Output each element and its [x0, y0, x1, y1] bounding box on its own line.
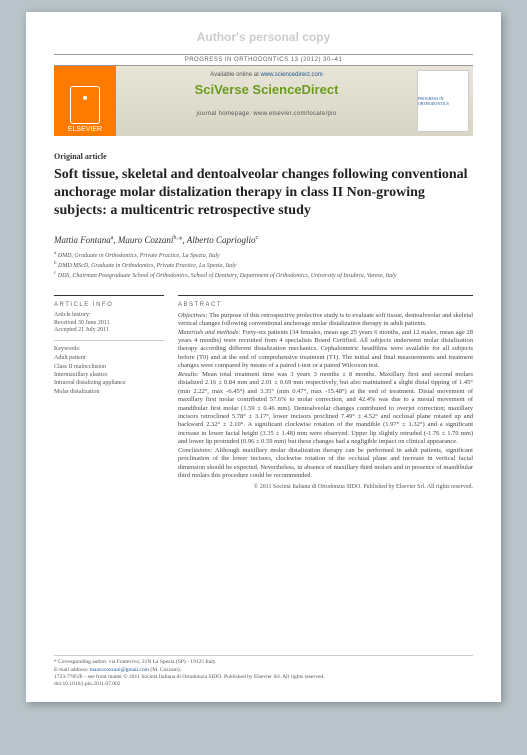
article-info-column: ARTICLE INFO Article history: Received 3…: [54, 295, 164, 493]
watermark: Author's personal copy: [26, 30, 501, 44]
content-columns: ARTICLE INFO Article history: Received 3…: [54, 295, 473, 493]
keywords-list: Adult patient Class II malocclusion Inte…: [54, 354, 164, 396]
doi-line: doi:10.1016/j.pio.2011.07.002: [54, 681, 473, 688]
elsevier-logo: ELSEVIER: [54, 66, 116, 136]
page-footer: * Corresponding author. via Fontevivo, 2…: [54, 655, 473, 688]
journal-cover-thumbnail: PROGRESS IN ORTHODONTICS: [417, 70, 469, 132]
article-title: Soft tissue, skeletal and dentoalveolar …: [54, 166, 473, 221]
homepage-line: journal homepage: www.elsevier.com/locat…: [116, 111, 417, 117]
abstract-text: Objectives: The purpose of this retrospe…: [178, 312, 473, 493]
page: Author's personal copy PROGRESS IN ORTHO…: [26, 12, 501, 702]
author-1: Mattia Fontana: [54, 235, 111, 245]
keyword: Class II malocclusion: [54, 363, 164, 371]
history-block: Article history: Received 30 June 2011 A…: [54, 312, 164, 341]
article-info-heading: ARTICLE INFO: [54, 302, 164, 308]
homepage-link[interactable]: www.elsevier.com/locate/pio: [253, 111, 336, 117]
sciverse-logo: SciVerse ScienceDirect: [116, 82, 417, 97]
tree-icon: [70, 86, 100, 124]
email-link[interactable]: maurocozzani@gmail.com: [90, 667, 149, 673]
keywords-label: Keywords:: [54, 346, 164, 352]
author-2: Mauro Cozzani: [118, 235, 173, 245]
corresponding-label: * Corresponding author.: [54, 659, 107, 665]
sciencedirect-link[interactable]: www.sciencedirect.com: [260, 72, 322, 78]
affiliations: a DMD, Graduate in Orthodontics, Private…: [54, 250, 473, 281]
article-type: Original article: [54, 152, 473, 161]
keyword: Adult patient: [54, 354, 164, 362]
available-line: Available online at www.sciencedirect.co…: [116, 72, 417, 78]
author-3: Alberto Caprioglio: [187, 235, 256, 245]
authors-line: Mattia Fontanaa, Mauro Cozzanib,*, Alber…: [54, 235, 473, 245]
abstract-heading: ABSTRACT: [178, 302, 473, 308]
keyword: Intraoral distalizing appliance: [54, 379, 164, 387]
keyword: Molar distalization: [54, 388, 164, 396]
corresponding-star-icon: *: [178, 235, 183, 245]
keyword: Intermaxillary elastics: [54, 371, 164, 379]
publisher-banner: ELSEVIER Available online at www.science…: [54, 66, 473, 136]
issn-line: 1723-7785/$ – see front matter © 2011 So…: [54, 674, 473, 681]
banner-center: Available online at www.sciencedirect.co…: [116, 66, 417, 136]
publisher-name: ELSEVIER: [68, 126, 102, 133]
abstract-column: ABSTRACT Objectives: The purpose of this…: [178, 295, 473, 493]
copyright-line: © 2011 Società Italiana di Ortodonzia SI…: [178, 484, 473, 492]
journal-header: PROGRESS IN ORTHODONTICS 13 (2012) 30–41: [54, 54, 473, 66]
